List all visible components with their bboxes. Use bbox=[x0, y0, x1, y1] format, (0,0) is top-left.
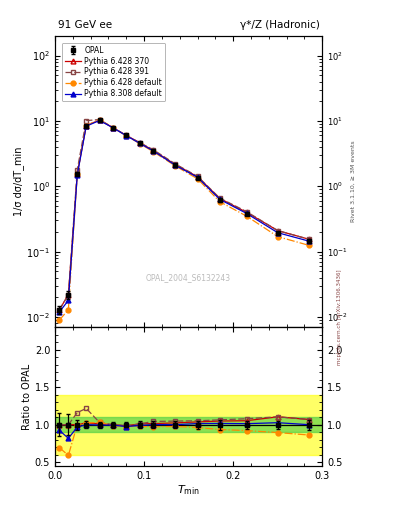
Pythia 8.308 default bbox=[124, 133, 129, 139]
Text: mcplots.cern.ch [arXiv:1306.3436]: mcplots.cern.ch [arXiv:1306.3436] bbox=[338, 270, 342, 365]
Pythia 6.428 370 bbox=[137, 140, 142, 146]
Pythia 6.428 default bbox=[84, 122, 88, 129]
Line: Pythia 6.428 default: Pythia 6.428 default bbox=[57, 117, 311, 323]
Pythia 6.428 391 bbox=[173, 161, 178, 167]
Pythia 6.428 370 bbox=[97, 117, 102, 123]
Pythia 8.308 default bbox=[151, 147, 155, 154]
Pythia 6.428 370 bbox=[173, 161, 178, 167]
Pythia 6.428 391 bbox=[217, 195, 222, 201]
Pythia 6.428 391 bbox=[195, 173, 200, 179]
Pythia 6.428 370 bbox=[75, 171, 80, 177]
Bar bbox=[55, 395, 322, 455]
Text: OPAL_2004_S6132243: OPAL_2004_S6132243 bbox=[146, 273, 231, 282]
Pythia 6.428 391 bbox=[137, 140, 142, 146]
Pythia 6.428 default bbox=[244, 213, 249, 219]
Y-axis label: Ratio to OPAL: Ratio to OPAL bbox=[22, 364, 32, 430]
Pythia 6.428 default bbox=[137, 140, 142, 146]
Pythia 8.308 default bbox=[275, 230, 280, 236]
Pythia 6.428 370 bbox=[66, 292, 71, 298]
Pythia 8.308 default bbox=[110, 125, 115, 131]
Pythia 8.308 default bbox=[137, 140, 142, 146]
Bar bbox=[55, 417, 322, 432]
Pythia 6.428 370 bbox=[195, 174, 200, 180]
Pythia 6.428 370 bbox=[244, 209, 249, 216]
Text: 91 GeV ee: 91 GeV ee bbox=[58, 20, 112, 30]
Pythia 6.428 391 bbox=[151, 146, 155, 153]
Line: Pythia 6.428 370: Pythia 6.428 370 bbox=[57, 118, 311, 312]
Pythia 6.428 391 bbox=[124, 132, 129, 138]
Text: γ*/Z (Hadronic): γ*/Z (Hadronic) bbox=[240, 20, 320, 30]
Pythia 8.308 default bbox=[217, 196, 222, 202]
Pythia 6.428 391 bbox=[57, 307, 62, 313]
Pythia 8.308 default bbox=[307, 238, 311, 244]
Pythia 6.428 default bbox=[75, 171, 80, 177]
Pythia 8.308 default bbox=[97, 117, 102, 123]
Pythia 6.428 370 bbox=[217, 196, 222, 202]
Pythia 8.308 default bbox=[57, 309, 62, 315]
Pythia 6.428 391 bbox=[244, 208, 249, 215]
Pythia 6.428 370 bbox=[57, 307, 62, 313]
Pythia 6.428 370 bbox=[84, 122, 88, 129]
Pythia 8.308 default bbox=[195, 174, 200, 180]
Pythia 6.428 391 bbox=[307, 236, 311, 242]
Pythia 6.428 391 bbox=[66, 292, 71, 298]
Pythia 6.428 default bbox=[307, 242, 311, 248]
Pythia 6.428 default bbox=[217, 199, 222, 205]
Pythia 6.428 391 bbox=[84, 118, 88, 124]
Pythia 6.428 391 bbox=[275, 227, 280, 233]
Pythia 6.428 391 bbox=[75, 166, 80, 173]
Pythia 6.428 391 bbox=[110, 124, 115, 131]
Pythia 8.308 default bbox=[66, 297, 71, 304]
Pythia 8.308 default bbox=[244, 210, 249, 217]
Pythia 6.428 default bbox=[195, 176, 200, 182]
Pythia 6.428 370 bbox=[275, 227, 280, 233]
Pythia 8.308 default bbox=[75, 172, 80, 178]
Legend: OPAL, Pythia 6.428 370, Pythia 6.428 391, Pythia 6.428 default, Pythia 8.308 def: OPAL, Pythia 6.428 370, Pythia 6.428 391… bbox=[62, 42, 165, 101]
Pythia 6.428 391 bbox=[97, 116, 102, 122]
Pythia 6.428 default bbox=[110, 125, 115, 131]
Y-axis label: Rivet 3.1.10, ≥ 3M events: Rivet 3.1.10, ≥ 3M events bbox=[351, 141, 356, 222]
Pythia 6.428 default bbox=[57, 317, 62, 323]
Pythia 6.428 default bbox=[97, 116, 102, 122]
Pythia 6.428 370 bbox=[307, 236, 311, 242]
Pythia 6.428 default bbox=[66, 307, 71, 313]
X-axis label: $T_{\rm min}$: $T_{\rm min}$ bbox=[177, 483, 200, 497]
Line: Pythia 8.308 default: Pythia 8.308 default bbox=[57, 118, 311, 314]
Line: Pythia 6.428 391: Pythia 6.428 391 bbox=[57, 117, 311, 312]
Y-axis label: 1/σ dσ/dT_min: 1/σ dσ/dT_min bbox=[13, 147, 24, 216]
Pythia 6.428 default bbox=[173, 163, 178, 169]
Pythia 6.428 370 bbox=[151, 147, 155, 154]
Pythia 8.308 default bbox=[173, 162, 178, 168]
Pythia 8.308 default bbox=[84, 123, 88, 129]
Pythia 6.428 370 bbox=[124, 132, 129, 138]
Pythia 6.428 default bbox=[124, 133, 129, 139]
Pythia 6.428 default bbox=[275, 233, 280, 240]
Pythia 6.428 default bbox=[151, 148, 155, 155]
Pythia 6.428 370 bbox=[110, 124, 115, 131]
